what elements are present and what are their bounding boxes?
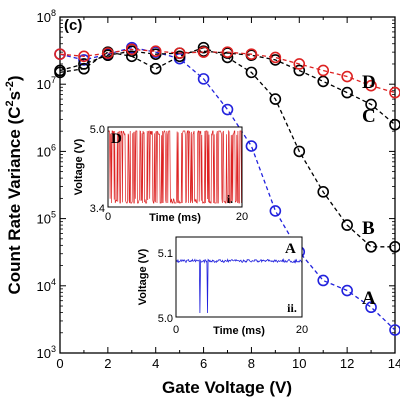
- series-d-point: [293, 58, 306, 70]
- inset-i-frame: [107, 126, 243, 208]
- series-d-point: [78, 50, 90, 63]
- series-d-point: [173, 47, 186, 59]
- series-c-point: [54, 64, 66, 77]
- y-tick-label: 104: [37, 277, 56, 294]
- series-b-point: [293, 145, 306, 158]
- inset-i: D i. 5.0 3.4 0 20 Time (ms) Voltage (V): [73, 124, 248, 224]
- inset-ii-ylabel: Voltage (V): [137, 248, 149, 305]
- inset-i-id: i.: [227, 192, 233, 206]
- inset-i-ytick-top: 5.0: [90, 124, 105, 136]
- series-d-point: [269, 51, 282, 64]
- series-a-point: [221, 103, 234, 116]
- series-b-point: [149, 62, 162, 75]
- series-b-point: [245, 66, 258, 79]
- y-tick-label: 103: [37, 344, 56, 361]
- series-b-point: [341, 219, 353, 231]
- curve-label-c: C: [362, 106, 376, 127]
- series-b-point: [125, 50, 138, 63]
- x-axis-label: Gate Voltage (V): [162, 378, 292, 397]
- panel-label: (c): [64, 17, 82, 34]
- inset-ii: A ii. 5.1 5.0 0 20 Time (ms) Voltage (V): [137, 236, 308, 337]
- series-d-point: [317, 64, 330, 77]
- series-a-point: [269, 205, 282, 217]
- x-tick-label: 2: [104, 356, 111, 371]
- series-line-d: [59, 48, 396, 94]
- series-c-point: [389, 118, 400, 131]
- series-c-point: [341, 86, 353, 99]
- inset-i-ytick-bottom: 3.4: [90, 203, 105, 215]
- series-line-c: [59, 50, 396, 126]
- y-axis-label-sup2: -2: [4, 81, 16, 91]
- series-d-point: [341, 70, 353, 83]
- y-tick-label: 105: [37, 210, 56, 227]
- inset-ii-xlabel: Time (ms): [213, 325, 265, 337]
- y-axis-ticks: 103 104 105 106 107 108: [37, 8, 395, 361]
- series-a-point: [365, 301, 377, 314]
- curve-label-d: D: [362, 72, 376, 93]
- series-b-point: [389, 241, 400, 253]
- x-tick-label: 6: [200, 356, 207, 371]
- inset-ii-background: [176, 237, 302, 317]
- series-b-point: [317, 186, 330, 198]
- series-a-point: [78, 54, 90, 66]
- inset-ii-trace: [175, 258, 303, 314]
- x-tick-label: 4: [152, 356, 159, 371]
- y-tick-label: 106: [37, 142, 56, 159]
- series-a-point: [317, 274, 330, 287]
- series-d-point: [149, 45, 162, 57]
- series-c-point: [149, 48, 162, 60]
- inset-ii-ytick-top: 5.1: [158, 248, 173, 260]
- series-b-point: [197, 41, 210, 54]
- series-a-point: [389, 324, 400, 336]
- inset-i-ylabel: Voltage (V): [73, 138, 85, 195]
- x-axis-ticks: 0 2 4 6 8 10 12 14: [56, 17, 400, 371]
- series-b-point: [173, 50, 186, 63]
- inset-i-trace: [107, 129, 243, 204]
- series-c-point: [365, 98, 377, 111]
- inset-ii-xtick-right: 20: [296, 324, 308, 336]
- x-tick-label: 0: [56, 356, 63, 371]
- inset-ii-frame: [175, 236, 303, 318]
- curve-label-a: A: [362, 288, 376, 309]
- series-a-point: [341, 284, 353, 297]
- series-d-point: [102, 47, 114, 59]
- series-d-point: [245, 48, 258, 60]
- y-tick-label: 107: [37, 75, 56, 92]
- series-layer: [54, 41, 400, 336]
- series-d-point: [389, 86, 400, 99]
- inset-i-xtick-right: 20: [236, 211, 248, 223]
- series-a-point: [245, 140, 258, 152]
- series-d-point: [221, 46, 234, 58]
- inset-i-xlabel: Time (ms): [149, 212, 201, 224]
- series-d-point: [125, 43, 138, 56]
- y-axis-label-mid: s: [5, 91, 24, 100]
- inset-i-tag: D: [111, 131, 122, 147]
- y-axis-label-base: Count Rate Variance (C: [5, 107, 24, 295]
- inset-i-xtick-left: 0: [105, 211, 111, 223]
- series-d-point: [365, 79, 377, 92]
- x-tick-label: 8: [248, 356, 255, 371]
- series-c-point: [317, 75, 330, 88]
- y-axis-label-sup1: 2: [4, 100, 16, 106]
- series-b-point: [365, 241, 377, 253]
- x-tick-label: 14: [388, 356, 400, 371]
- series-d-point: [197, 46, 210, 58]
- inset-ii-tag: A: [285, 241, 296, 257]
- series-d-point: [54, 48, 66, 60]
- series-b-point: [269, 93, 282, 105]
- series-c-point: [78, 58, 90, 70]
- inset-ii-ytick-bottom: 5.0: [158, 313, 173, 325]
- series-a-point: [197, 73, 210, 85]
- x-tick-label: 12: [340, 356, 354, 371]
- y-tick-label: 108: [37, 8, 56, 25]
- curve-label-b: B: [362, 218, 375, 239]
- inset-ii-id: ii.: [287, 301, 297, 315]
- y-axis-label-end: ): [5, 75, 24, 81]
- inset-ii-xtick-left: 0: [173, 324, 179, 336]
- series-c-point: [293, 64, 306, 77]
- y-axis-label: Count Rate Variance (C2s-2): [4, 75, 24, 294]
- x-tick-label: 10: [292, 356, 306, 371]
